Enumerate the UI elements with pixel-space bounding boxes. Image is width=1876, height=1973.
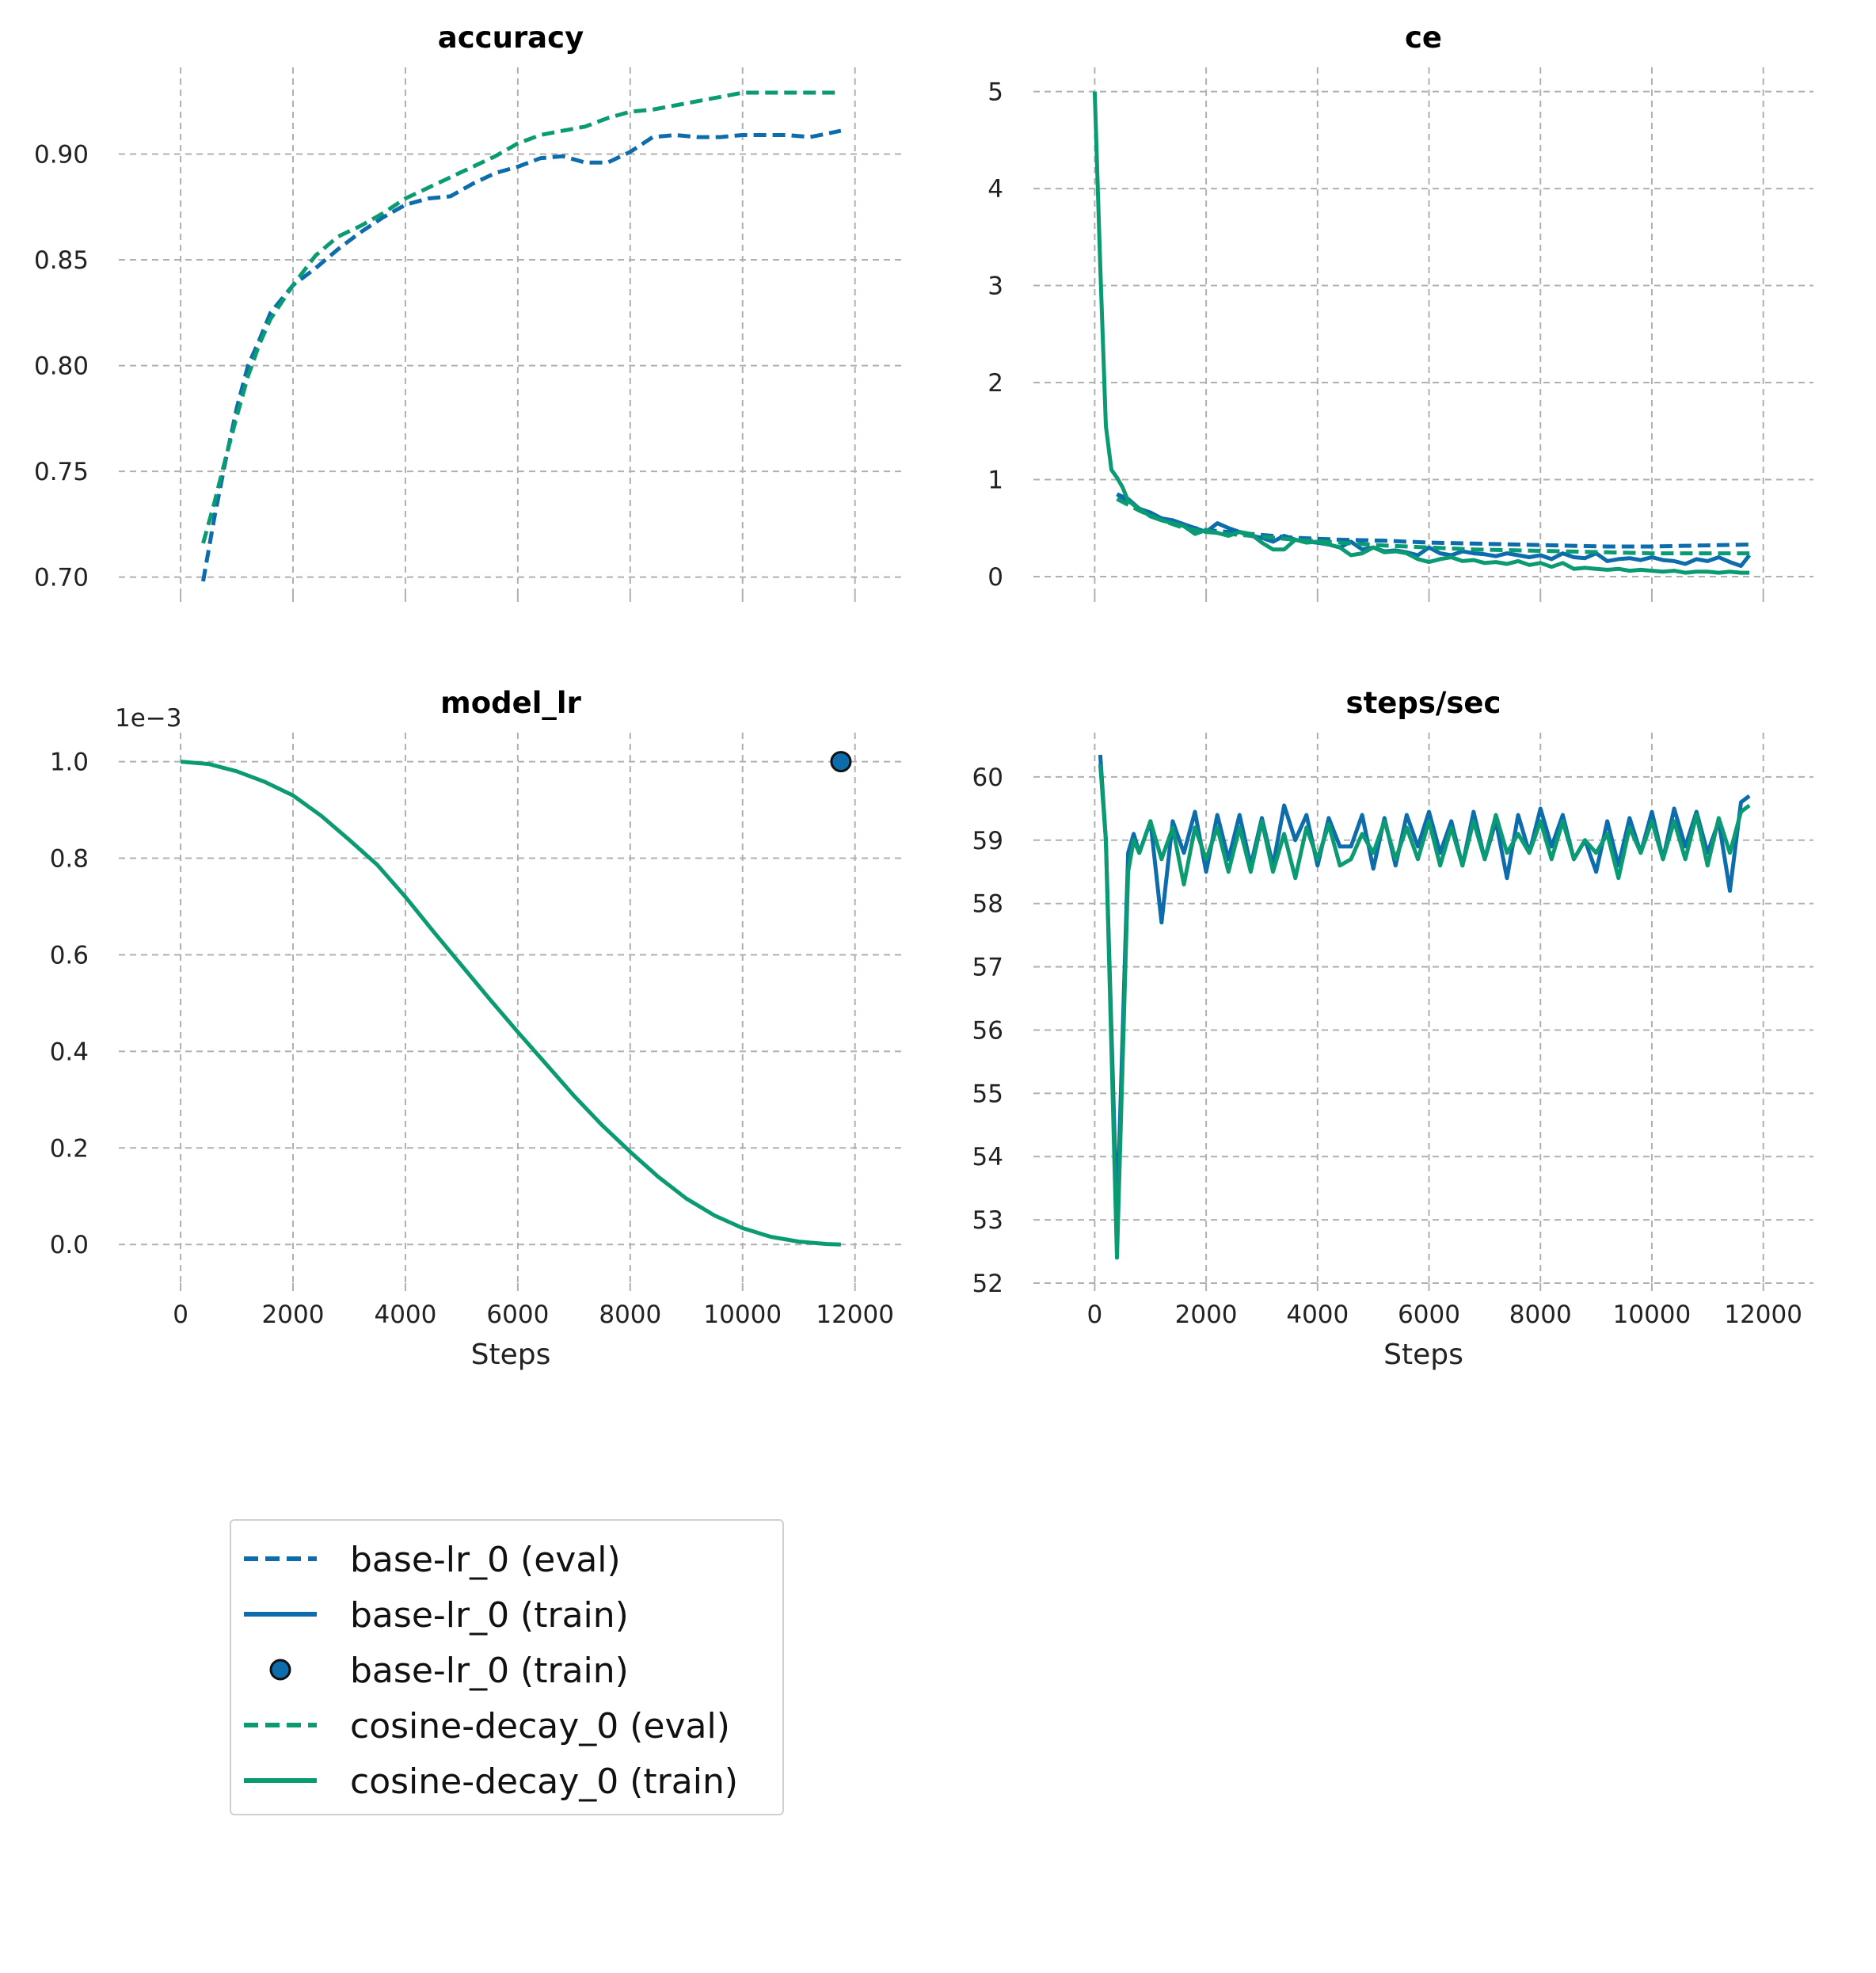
y-tick-label: 4 — [987, 175, 1003, 204]
y-tick-label: 3 — [987, 272, 1003, 301]
y-tick-label: 0.70 — [34, 564, 89, 592]
y-tick-label: 1.0 — [50, 748, 89, 777]
panel-title: model_lr — [440, 686, 581, 720]
legend-symbol-circle-marker — [269, 1659, 291, 1681]
x-tick-label: 10000 — [1613, 1301, 1691, 1329]
y-tick-label: 57 — [972, 954, 1003, 982]
y-tick-label: 0.90 — [34, 140, 89, 169]
legend-label: base-lr_0 (eval) — [350, 1540, 621, 1580]
series-line — [1116, 492, 1750, 549]
legend-symbol-solid-line — [244, 1778, 317, 1783]
x-tick-label: 8000 — [599, 1301, 661, 1329]
series-line — [201, 90, 841, 544]
y-tick-label: 5 — [987, 78, 1003, 107]
series-line — [180, 760, 841, 1247]
panel-title: ce — [1405, 21, 1442, 55]
x-tick-label: 2000 — [262, 1301, 325, 1329]
accuracy-panel: accuracy 0.70 0.75 0.80 0.85 0.90 — [34, 21, 903, 602]
y-tick-label: 1 — [987, 466, 1003, 494]
x-tick-label: 12000 — [816, 1301, 894, 1329]
y-tick-label: 58 — [972, 890, 1003, 919]
x-tick-label: 6000 — [486, 1301, 549, 1329]
x-axis-label: Steps — [471, 1339, 551, 1371]
y-tick-label: 56 — [972, 1016, 1003, 1045]
y-tick-label: 2 — [987, 369, 1003, 398]
legend-item: base-lr_0 (eval) — [231, 1535, 782, 1583]
series-line — [1098, 764, 1751, 1260]
y-tick-label: 0 — [987, 563, 1003, 592]
x-tick-label: 2000 — [1175, 1301, 1238, 1329]
legend-label: cosine-decay_0 (eval) — [350, 1706, 730, 1746]
y-tick-label: 0.4 — [50, 1038, 89, 1066]
y-tick-label: 54 — [972, 1143, 1003, 1171]
y-tick-label: 0.8 — [50, 845, 89, 874]
series-line — [201, 128, 842, 582]
y-tick-label: 0.85 — [34, 246, 89, 275]
x-tick-label: 4000 — [374, 1301, 436, 1329]
y-tick-label: 0.75 — [34, 458, 89, 486]
legend-symbol-dashed-line — [244, 1556, 317, 1561]
x-tick-label: 6000 — [1398, 1301, 1460, 1329]
x-tick-label: 8000 — [1509, 1301, 1572, 1329]
series-line — [1092, 91, 1750, 575]
y-tick-label: 53 — [972, 1206, 1003, 1235]
panel-title: steps/sec — [1346, 686, 1501, 720]
legend-item: cosine-decay_0 (eval) — [231, 1701, 782, 1749]
y-tick-label: 60 — [972, 764, 1003, 792]
x-tick-label: 0 — [1087, 1301, 1103, 1329]
data-point-marker — [830, 751, 852, 773]
y-tick-label: 52 — [972, 1270, 1003, 1298]
y-tick-label: 0.6 — [50, 941, 89, 969]
panel-title: accuracy — [438, 21, 584, 55]
legend-item: base-lr_0 (train) — [231, 1590, 782, 1638]
model-lr-panel: model_lr 0 2000 4000 6000 8000 10000 12000 0.0 0.… — [50, 686, 903, 1371]
series-line — [1116, 492, 1752, 568]
legend-item: cosine-decay_0 (train) — [231, 1757, 782, 1804]
legend-item: base-lr_0 (train) — [231, 1646, 782, 1693]
legend-symbol-dashed-line — [244, 1723, 317, 1727]
ce-panel: ce 0 1 2 3 4 5 — [987, 21, 1813, 602]
legend-symbol-solid-line — [244, 1612, 317, 1617]
legend: base-lr_0 (eval) base-lr_0 (train) base-… — [230, 1519, 784, 1815]
x-tick-label: 4000 — [1286, 1301, 1349, 1329]
legend-label: cosine-decay_0 (train) — [350, 1762, 739, 1802]
x-axis-label: Steps — [1383, 1339, 1463, 1371]
legend-label: base-lr_0 (train) — [350, 1651, 629, 1691]
x-tick-label: 0 — [173, 1301, 188, 1329]
y-tick-label: 0.2 — [50, 1134, 89, 1163]
x-tick-label: 10000 — [703, 1301, 782, 1329]
y-axis-offset-label: 1e−3 — [115, 704, 182, 733]
steps-sec-panel: steps/sec 0 2000 4000 6000 8000 10000 12000 52 53… — [972, 686, 1813, 1371]
y-tick-label: 59 — [972, 827, 1003, 855]
y-tick-label: 55 — [972, 1080, 1003, 1108]
y-tick-label: 0.80 — [34, 352, 89, 381]
legend-label: base-lr_0 (train) — [350, 1595, 629, 1636]
x-tick-label: 12000 — [1724, 1301, 1802, 1329]
y-tick-label: 0.0 — [50, 1231, 89, 1259]
